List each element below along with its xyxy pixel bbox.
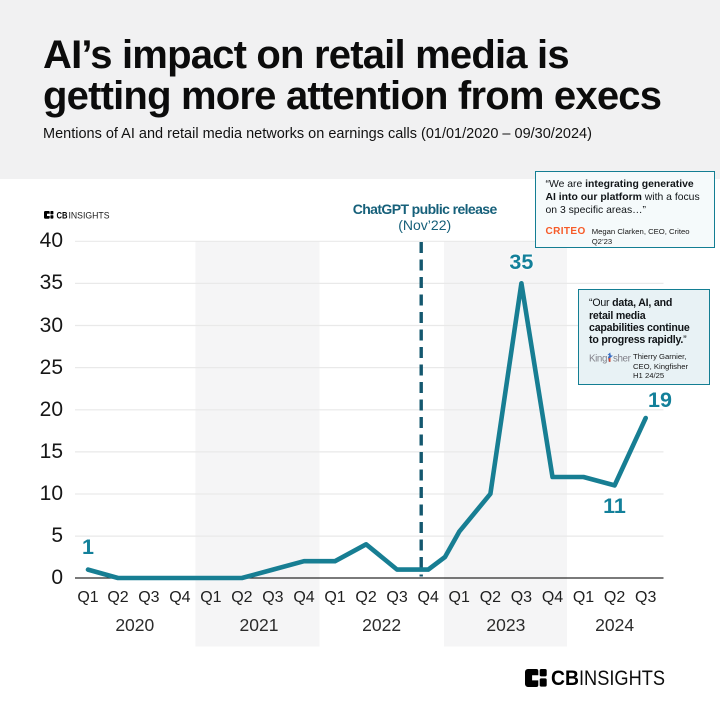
svg-text:INSIGHTS: INSIGHTS: [69, 211, 110, 220]
svg-text:INSIGHTS: INSIGHTS: [579, 669, 665, 688]
svg-text:King: King: [589, 354, 607, 365]
svg-text:CB: CB: [551, 669, 579, 688]
svg-text:CB: CB: [57, 211, 68, 220]
svg-text:sher: sher: [613, 354, 631, 365]
